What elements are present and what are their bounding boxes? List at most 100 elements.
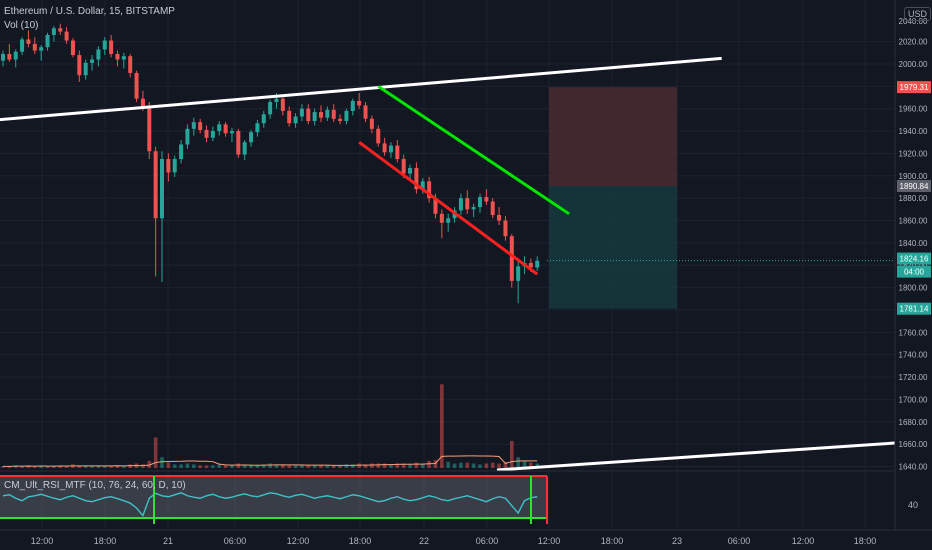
candle-body <box>45 34 50 48</box>
volume-bar <box>172 464 177 468</box>
candle-body <box>160 159 164 219</box>
price-tick-label: 1920.00 <box>899 149 928 158</box>
volume-bar <box>236 463 241 468</box>
rsi-indicator-label[interactable]: CM_Ult_RSI_MTF (10, 76, 24, 60, D, 10) <box>4 480 186 491</box>
volume-bar <box>503 461 508 468</box>
position-zones <box>549 87 677 309</box>
candle-body <box>70 40 75 56</box>
volume-bar <box>33 466 37 468</box>
candle-body <box>420 181 425 190</box>
candle-body <box>58 28 63 32</box>
candle-body <box>312 112 317 122</box>
price-tick-label: 1680.00 <box>899 418 928 427</box>
rsi-axis-tick: 40 <box>908 500 918 510</box>
last-price-label: 1824.16 <box>900 255 929 264</box>
volume-bar <box>122 466 126 468</box>
volume-bar <box>90 466 94 468</box>
candle-body <box>77 55 82 76</box>
candle-body <box>223 124 228 134</box>
candle-body <box>490 201 495 215</box>
volume-bar <box>185 463 190 468</box>
volume-bar <box>217 464 222 468</box>
time-tick-label: 18:00 <box>94 536 117 546</box>
stop-price-badge <box>897 81 931 94</box>
stop-loss-zone <box>549 87 677 187</box>
volume-bar <box>109 466 113 468</box>
volume-ma-line <box>3 455 538 467</box>
volume-bar <box>401 463 406 468</box>
price-tick-label: 1740.00 <box>899 351 928 360</box>
last-price-badge <box>897 252 931 265</box>
volume-bar <box>64 466 69 468</box>
volume-bar <box>274 464 279 468</box>
candle-body <box>249 132 254 143</box>
volume-bar <box>306 465 311 468</box>
candle-body <box>465 198 470 210</box>
time-tick-label: 18:00 <box>601 536 624 546</box>
volume-bar <box>102 465 107 468</box>
candle-body <box>32 43 37 51</box>
candle-body <box>20 39 25 52</box>
candle-body <box>210 131 215 138</box>
volume-bar <box>331 465 336 468</box>
volume-bar <box>497 463 501 468</box>
candle-body <box>172 159 177 173</box>
volume-bar <box>452 463 457 468</box>
volume-bar <box>141 464 145 468</box>
time-axis: 12:00 18:00 21 06:00 12:00 18:00 22 06:00 12:00 1… <box>0 529 932 546</box>
volume-bars <box>1 384 540 468</box>
candle-body <box>408 167 413 174</box>
rsi-panel: 40 <box>0 470 918 524</box>
volume-bar <box>192 464 196 468</box>
candle-body <box>528 263 533 268</box>
volume-bar <box>166 462 171 468</box>
candle-body <box>134 72 139 99</box>
volume-bar <box>389 464 393 468</box>
volume-bar <box>357 463 361 468</box>
price-tick-label: 1800.00 <box>899 284 928 293</box>
price-tick-label: 2040.00 <box>899 17 928 26</box>
volume-bar <box>465 462 470 468</box>
candle-body <box>280 98 285 111</box>
candle-body <box>503 220 508 237</box>
price-tick-label: 1960.00 <box>899 105 928 114</box>
time-tick-label: 12:00 <box>792 536 815 546</box>
price-tick-label: 1940.00 <box>899 127 928 136</box>
volume-bar <box>516 457 520 468</box>
time-tick-label: 22 <box>419 536 429 546</box>
volume-bar <box>204 465 209 468</box>
candle-body <box>401 159 406 174</box>
volume-bar <box>261 464 266 468</box>
candle-body <box>51 28 56 35</box>
currency-button[interactable]: USD <box>904 7 932 21</box>
red-trendline <box>358 141 539 276</box>
candle-body <box>287 110 292 124</box>
candle-body <box>535 260 540 268</box>
volume-bar <box>300 464 304 468</box>
time-tick-label: 12:00 <box>31 536 54 546</box>
volume-bar <box>1 466 5 468</box>
volume-bar <box>395 463 400 468</box>
candle-body <box>102 40 107 50</box>
candle-body <box>109 40 114 54</box>
candle-body <box>153 151 158 219</box>
volume-bar <box>478 464 482 468</box>
candle-body <box>191 122 196 129</box>
volume-bar <box>77 465 82 468</box>
volume-bar <box>338 465 342 468</box>
candle-body <box>439 213 444 223</box>
volume-bar <box>351 464 355 468</box>
volume-bar <box>179 464 183 468</box>
volume-bar <box>7 466 12 468</box>
candle-body <box>13 51 18 60</box>
volume-bar <box>440 384 444 468</box>
volume-indicator-label[interactable]: Vol (10) <box>4 20 39 31</box>
volume-bar <box>312 465 317 468</box>
volume-bar <box>58 465 63 468</box>
candle-body <box>427 181 432 199</box>
candle-body <box>255 123 260 133</box>
volume-bar <box>268 463 272 468</box>
price-tick-label: 1860.00 <box>899 217 928 226</box>
candle-body <box>140 98 145 107</box>
